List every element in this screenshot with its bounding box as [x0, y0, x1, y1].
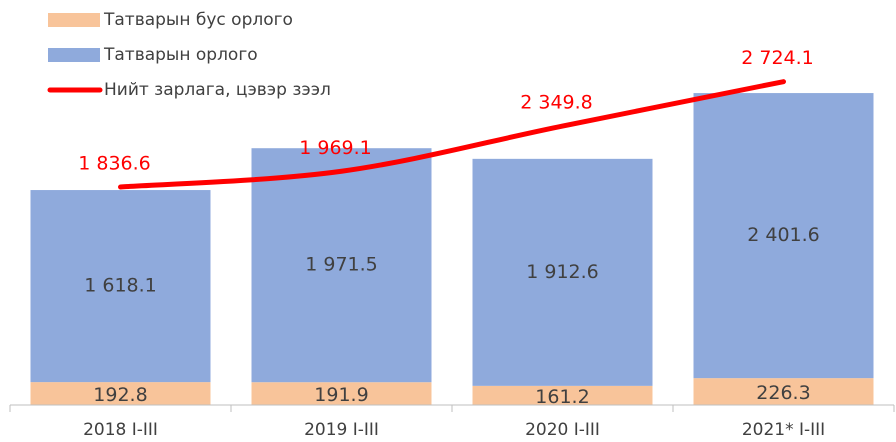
- legend-swatch: [48, 48, 100, 62]
- line-label: 1 969.1: [299, 137, 372, 159]
- x-tick-label: 2018 I-III: [83, 420, 158, 440]
- data-label: 192.8: [93, 384, 147, 406]
- legend-label: Татварын орлого: [103, 45, 258, 65]
- data-label: 2 401.6: [747, 224, 820, 246]
- data-label: 191.9: [314, 384, 368, 406]
- data-label: 1 618.1: [84, 275, 157, 297]
- legend-swatch: [48, 13, 100, 27]
- line-label: 2 349.8: [520, 92, 593, 114]
- bar-segment: [251, 148, 432, 383]
- bar-segment: [30, 190, 211, 383]
- data-label: 1 971.5: [305, 254, 378, 276]
- x-tick-label: 2019 I-III: [304, 420, 379, 440]
- bar-segment: [472, 158, 653, 386]
- legend-label: Татварын бус орлого: [103, 10, 293, 30]
- bar-segment: [30, 382, 211, 405]
- data-label: 161.2: [535, 386, 589, 408]
- bar-segment: [693, 378, 874, 405]
- legend-label: Нийт зарлага, цэвэр зээл: [104, 80, 331, 100]
- bar-segment: [251, 382, 432, 405]
- data-label: 1 912.6: [526, 261, 599, 283]
- bar-segment: [472, 385, 653, 405]
- x-tick-label: 2020 I-III: [525, 420, 600, 440]
- data-label: 226.3: [756, 382, 810, 404]
- line-label: 2 724.1: [741, 47, 814, 69]
- line: [118, 79, 786, 190]
- bar-segment: [693, 93, 874, 379]
- line-label: 1 836.6: [78, 152, 151, 174]
- x-tick-label: 2021* I-III: [742, 420, 825, 440]
